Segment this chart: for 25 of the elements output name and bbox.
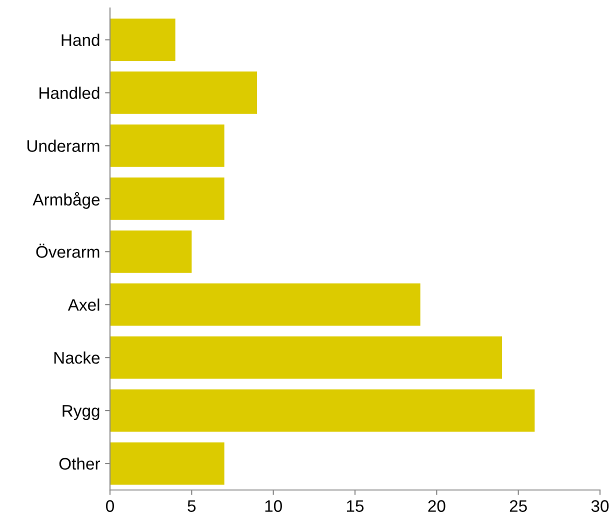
bar <box>110 336 502 379</box>
bar <box>110 18 176 61</box>
x-tick-label: 30 <box>591 500 609 512</box>
y-tick-label: Armbåge <box>32 192 100 209</box>
x-tick-label: 5 <box>188 500 196 512</box>
x-tick-label: 0 <box>106 500 114 512</box>
y-tick-label: Överarm <box>36 244 100 258</box>
bar <box>110 442 224 485</box>
bar <box>110 283 420 326</box>
y-tick-label: Axel <box>68 298 100 311</box>
y-tick-label: Handled <box>40 86 100 99</box>
y-tick-label: Hand <box>62 34 100 46</box>
y-tick-label: Nacke <box>54 352 100 364</box>
x-tick-label: 15 <box>347 500 364 512</box>
bar <box>110 389 535 432</box>
bar <box>110 72 257 114</box>
x-tick-label: 25 <box>510 500 527 512</box>
bar <box>110 230 192 273</box>
y-tick-label: Underarm <box>27 140 100 152</box>
bar <box>110 124 224 167</box>
x-tick-label: 10 <box>265 500 282 512</box>
x-tick-label: 20 <box>428 500 446 512</box>
y-tick-label: Rygg <box>62 405 100 420</box>
bar <box>110 177 224 220</box>
y-tick-label: Other <box>59 457 100 470</box>
